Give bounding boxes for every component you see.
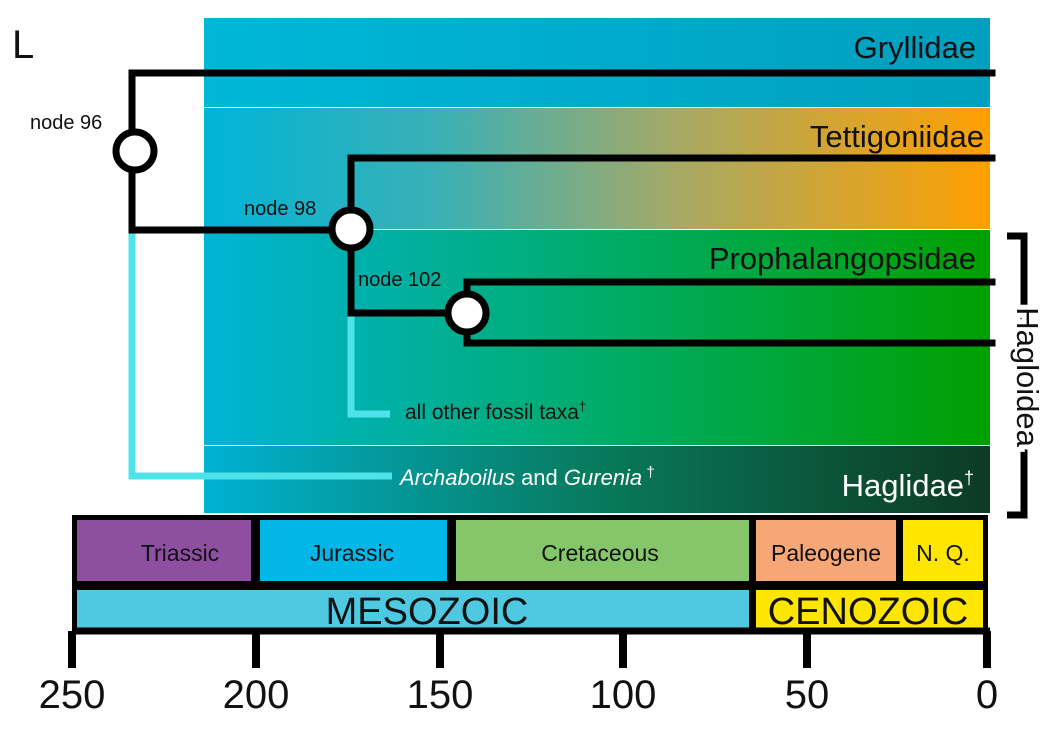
hagloidea-label: Hagloidea [1010, 307, 1045, 447]
era-label-mesozoic: MESOZOIC [326, 591, 529, 633]
band-tettigoniidae [204, 108, 990, 229]
label-tettigoniidae: Tettigoniidae [810, 119, 984, 154]
period-label-jurassic: Jurassic [310, 540, 394, 566]
band-gryllidae [204, 18, 990, 107]
node-98-marker [328, 206, 374, 252]
panel-label: L [12, 23, 34, 67]
era-mesozoic [77, 590, 749, 628]
axis-label-150: 150 [407, 673, 474, 717]
fossil-line-other-fossils [347, 315, 390, 418]
node-102-marker [444, 290, 490, 336]
period-paleogene [756, 520, 896, 581]
period-label-cretaceous: Cretaceous [541, 540, 659, 566]
node-96-label: node 96 [30, 112, 102, 134]
hagloidea-bracket [1007, 232, 1028, 519]
fossil-label-archaboilus: Archaboilus and Gurenia † [398, 464, 655, 490]
label-prophalangopsidae: Prophalangopsidae [709, 241, 976, 276]
period-label-paleogene: Paleogene [771, 540, 881, 566]
axis-label-50: 50 [785, 673, 830, 717]
axis-label-200: 200 [223, 673, 290, 717]
period-jurassic [260, 520, 447, 581]
era-row: MESOZOIC CENOZOIC [77, 590, 983, 633]
period-triassic [77, 520, 251, 581]
era-label-cenozoic: CENOZOIC [768, 591, 969, 633]
era-cenozoic [756, 590, 983, 628]
period-nq [903, 520, 983, 581]
period-label-nq: N. Q. [916, 540, 970, 566]
label-gryllidae: Gryllidae [854, 30, 976, 65]
fossil-label-other: all other fossil taxa† [405, 399, 586, 424]
period-label-triassic: Triassic [141, 540, 219, 566]
period-row: Triassic Jurassic Cretaceous Paleogene N… [77, 520, 983, 581]
node-96-marker [112, 128, 158, 174]
period-cretaceous [456, 520, 749, 581]
node-98-label: node 98 [244, 198, 316, 220]
axis-label-100: 100 [590, 673, 657, 717]
axis-label-0: 0 [976, 673, 998, 717]
band-prophalangopsidae [204, 230, 990, 445]
fossil-line-archaboilus [128, 230, 392, 480]
axis-label-250: 250 [39, 673, 106, 717]
label-haglidae: Haglidae† [842, 468, 974, 503]
time-axis: 250 200 150 100 50 0 [39, 627, 998, 717]
node-102-label: node 102 [358, 269, 441, 291]
